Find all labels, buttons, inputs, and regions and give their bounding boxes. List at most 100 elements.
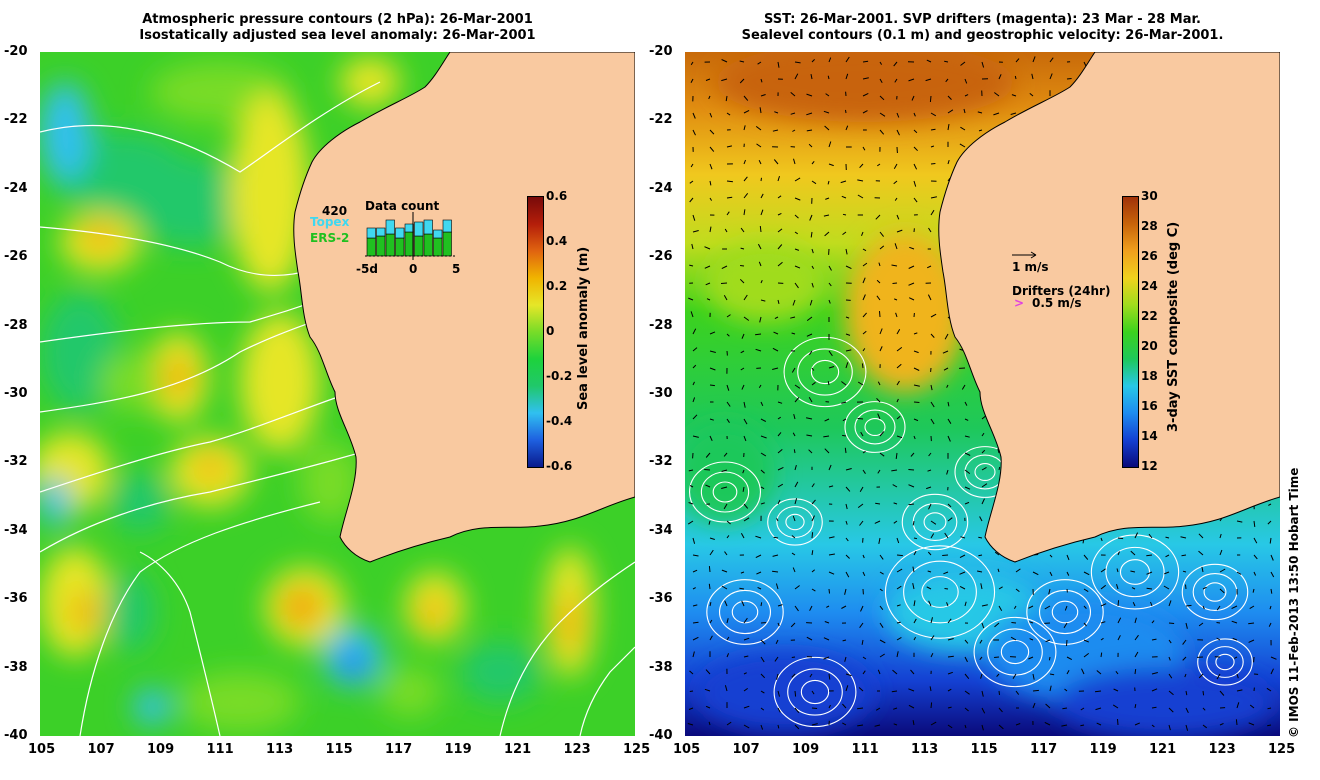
data-count-axis-max: 5 [452,262,461,276]
velocity-vector [828,299,831,304]
velocity-vector [981,483,988,488]
velocity-vector [740,533,745,539]
sealevel-contour [864,417,886,437]
velocity-vector [726,535,730,539]
velocity-vector [777,724,780,729]
velocity-vector [845,73,849,80]
velocity-vector [845,554,850,559]
sealevel-contour [844,401,906,453]
velocity-vector [1100,568,1106,573]
sealevel-contour [800,679,830,705]
velocity-vector [930,209,935,216]
velocity-vector [891,690,898,693]
velocity-vector [791,656,796,658]
sealevel-contour [706,579,784,645]
sealevel-contour [1038,589,1092,635]
velocity-vector [824,231,830,237]
velocity-vector [979,516,983,522]
velocity-vector [841,401,847,404]
credit-text: © IMOS 11-Feb-2013 13:50 Hobart Time [1287,467,1301,738]
right-lat-tick: -32 [649,454,673,470]
right-title-line2: Sealevel contours (0.1 m) and geostrophi… [741,28,1224,43]
velocity-vector [1198,533,1204,539]
velocity-vector [908,78,915,82]
velocity-vector [879,129,885,135]
velocity-vector [1014,75,1017,80]
velocity-vector [1249,605,1255,610]
velocity-vector [1130,550,1136,556]
velocity-vector [896,415,901,420]
velocity-vector [828,163,834,167]
velocity-vector [794,248,800,251]
sealevel-contour [1203,582,1227,602]
velocity-vector [1130,570,1136,573]
velocity-vector [842,418,847,422]
velocity-vector [1049,571,1053,577]
australia-landmass [938,52,1280,563]
velocity-vector [705,282,711,286]
velocity-vector [692,651,695,658]
velocity-vector [1198,550,1204,556]
left-lat-tick: -38 [4,659,28,675]
velocity-vector [777,261,783,267]
velocity-vector [726,653,730,658]
velocity-vector [845,333,851,336]
sealevel-contour [1181,563,1249,621]
velocity-vector [1012,673,1017,679]
velocity-vector [893,163,898,169]
velocity-vector [845,248,848,255]
velocity-vector [1029,638,1034,641]
ers-count-bar [366,237,376,257]
velocity-vector [894,243,898,250]
velocity-vector [825,93,830,97]
velocity-vector [760,193,764,199]
velocity-vector [742,469,745,474]
velocity-vector [930,635,935,641]
velocity-vector [927,570,932,573]
velocity-vector [845,265,852,270]
velocity-vector [772,570,779,573]
velocity-vector [811,515,815,522]
velocity-vector [723,295,728,301]
velocity-vector [726,418,730,423]
velocity-vector [1232,637,1238,641]
velocity-vector [913,367,920,371]
velocity-vector [896,229,903,233]
velocity-vector [862,571,866,577]
velocity-vector [913,112,916,117]
sea-level-anomaly-map[interactable] [40,52,635,736]
velocity-vector [947,159,950,165]
velocity-vector [879,231,884,237]
velocity-vector [943,571,949,575]
velocity-vector [811,248,814,254]
sst-map[interactable] [685,52,1280,736]
velocity-vector [926,265,932,269]
velocity-vector [723,503,728,510]
velocity-vector [794,214,799,219]
velocity-vector [755,348,762,352]
velocity-vector [1182,570,1187,573]
velocity-vector [705,484,711,488]
velocity-vector [690,61,694,66]
velocity-vector [709,367,716,371]
sealevel-contour [718,589,772,635]
velocity-vector [943,367,949,371]
velocity-vector [760,401,764,407]
data-count-histogram [365,212,457,260]
velocity-vector [1185,604,1192,607]
velocity-vector [892,282,898,284]
velocity-vector [947,618,952,624]
velocity-vector [1168,724,1171,731]
velocity-vector [1112,704,1119,709]
velocity-vector [926,586,932,590]
velocity-vector [705,452,711,458]
velocity-vector [944,60,949,63]
velocity-vector [809,299,813,306]
velocity-vector [1064,688,1068,692]
velocity-vector [980,673,983,679]
velocity-vector [760,673,766,679]
velocity-vector [724,600,728,607]
velocity-vector [908,484,915,488]
velocity-vector [896,621,901,624]
velocity-vector [896,568,903,573]
